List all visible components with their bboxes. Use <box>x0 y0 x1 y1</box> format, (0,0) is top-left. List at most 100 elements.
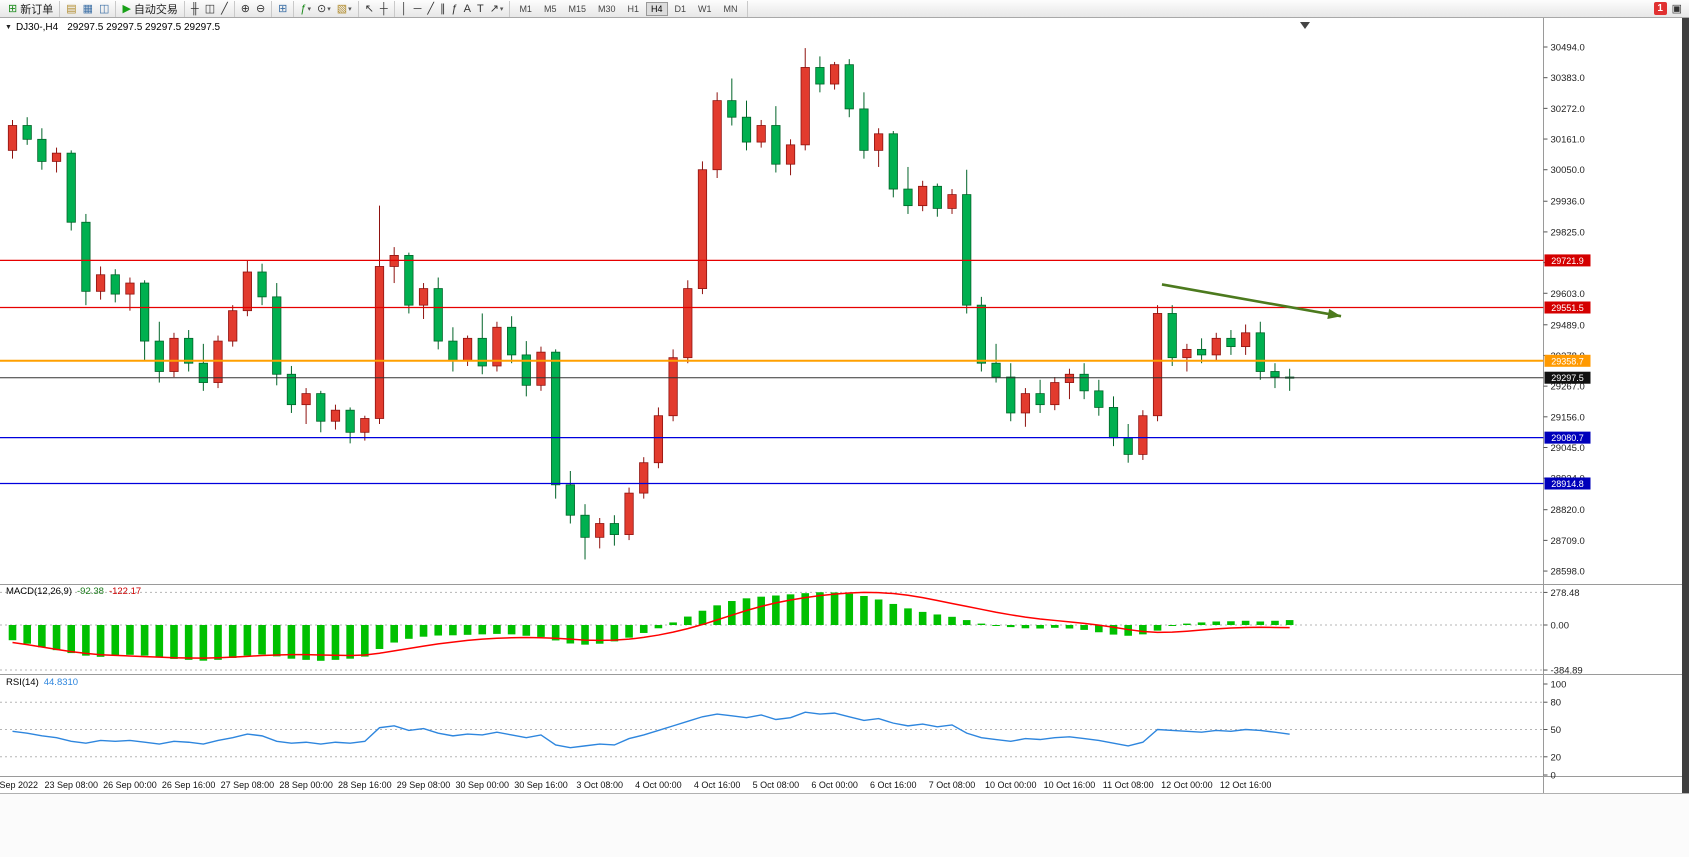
timeframe-m1[interactable]: M1 <box>519 3 532 14</box>
market-watch-icon[interactable]: ▦ <box>80 1 96 16</box>
dropdown-caret-icon: ▾ <box>499 5 504 13</box>
templates-icon[interactable]: ▧ ▾ <box>334 1 355 16</box>
svg-text:5 Oct 08:00: 5 Oct 08:00 <box>753 780 800 790</box>
text-label-icon[interactable]: T <box>474 1 487 16</box>
new-order-button-label: 新订单 <box>20 3 54 16</box>
svg-text:29267.0: 29267.0 <box>1551 382 1585 393</box>
auto-trading-button[interactable]: ▶ 自动交易 <box>119 1 180 16</box>
toolbar-group: ╫ ◫ ╱ <box>185 0 235 17</box>
svg-text:30 Sep 16:00: 30 Sep 16:00 <box>514 780 568 790</box>
svg-text:20: 20 <box>1551 752 1562 763</box>
macd-main-value: -92.38 <box>77 586 104 597</box>
indicators-icon: ƒ <box>300 2 307 15</box>
cursor-icon[interactable]: ↖ <box>362 1 377 16</box>
trendline-icon[interactable]: ╱ <box>424 1 437 16</box>
cursor-icon: ↖ <box>364 2 374 15</box>
chart-title-bar: ▼ DJ30-,H4 29297.5 29297.5 29297.5 29297.5 <box>5 22 220 33</box>
chart-shift-marker[interactable] <box>1300 22 1310 29</box>
svg-text:28 Sep 00:00: 28 Sep 00:00 <box>279 780 333 790</box>
rsi-line <box>12 711 1290 749</box>
vertical-line-icon[interactable]: │ <box>398 1 411 16</box>
svg-text:29297.5: 29297.5 <box>1551 373 1584 383</box>
macd-signal-line <box>12 591 1290 659</box>
zoom-out-icon: ⊖ <box>255 2 266 15</box>
zoom-out-icon[interactable]: ⊖ <box>253 1 268 16</box>
rsi-indicator-label: RSI(14) 44.8310 <box>6 677 78 688</box>
indicators-icon[interactable]: ƒ ▾ <box>297 1 314 16</box>
rsi-name: RSI(14) <box>6 677 39 688</box>
crosshair-icon[interactable]: ┼ <box>377 1 391 16</box>
timeframe-w1[interactable]: W1 <box>698 3 712 14</box>
auto-trading-icon: ▶ <box>122 2 131 15</box>
new-order-button[interactable]: ⊞ 新订单 <box>5 1 56 16</box>
svg-text:29080.7: 29080.7 <box>1551 433 1584 443</box>
toolbar-group: ⊕ ⊖ <box>235 0 273 17</box>
svg-text:28 Sep 16:00: 28 Sep 16:00 <box>338 780 392 790</box>
trend-arrow[interactable] <box>1161 283 1342 320</box>
svg-text:10 Oct 00:00: 10 Oct 00:00 <box>985 780 1037 790</box>
svg-text:50: 50 <box>1551 725 1562 736</box>
zoom-in-icon[interactable]: ⊕ <box>238 1 253 16</box>
svg-text:100: 100 <box>1551 680 1567 691</box>
hlines-layer[interactable]: 29721.9 29551.5 29358.7 29080.7 28914.8 29297… <box>0 254 1591 490</box>
rsi-panel: 100 80 50 20 0 <box>0 680 1566 782</box>
price-line-badge <box>1544 354 1591 367</box>
auto-trading-button-label: 自动交易 <box>133 3 178 16</box>
svg-text:28820.0: 28820.0 <box>1551 505 1585 516</box>
svg-text:23 Sep 08:00: 23 Sep 08:00 <box>44 780 98 790</box>
svg-text:80: 80 <box>1551 698 1562 709</box>
fibonacci-icon[interactable]: ƒ <box>449 1 461 16</box>
macd-signal-value: -122.17 <box>108 586 142 597</box>
timeframe-m5[interactable]: M5 <box>543 3 557 14</box>
vertical-line-icon: │ <box>400 2 408 15</box>
notification-badge[interactable]: 1 <box>1653 2 1667 15</box>
rsi-value: 44.8310 <box>43 677 79 688</box>
periods-icon[interactable]: ⊙ ▾ <box>314 1 334 16</box>
data-window-icon[interactable]: ◫ <box>96 1 112 16</box>
periods-icon: ⊙ <box>317 2 327 15</box>
text-icon[interactable]: A <box>461 1 474 16</box>
arrows-icon[interactable]: ↗ ▾ <box>487 1 507 16</box>
line-chart-icon[interactable]: ╱ <box>218 1 231 16</box>
svg-text:30494.0: 30494.0 <box>1551 43 1585 54</box>
price-line-badge <box>1544 254 1591 267</box>
channel-icon[interactable]: ∥ <box>437 1 449 16</box>
tile-windows-icon[interactable]: ⊞ <box>275 1 290 16</box>
timeframe-m15[interactable]: M15 <box>568 3 586 14</box>
chart-symbol-period: DJ30-,H4 <box>15 22 59 33</box>
svg-text:278.48: 278.48 <box>1551 588 1580 599</box>
toolbar-right: 1 ▣ <box>1653 2 1687 15</box>
candles-layer[interactable] <box>7 48 1295 560</box>
timeframe-d1[interactable]: D1 <box>674 3 687 14</box>
svg-text:12 Oct 00:00: 12 Oct 00:00 <box>1161 780 1213 790</box>
main-toolbar: ⊞ 新订单 ▤ ▦ ◫ ▶ 自动交易 ╫ ◫ ╱ ⊕ ⊖ ⊞ ƒ ▾ ⊙ ▾ ▧ ▾ ↖ ┼ │ ─ ╱ ∥ ƒ A T ↗ ▾ M1 M5 M… <box>0 0 1689 18</box>
window-edge <box>1682 18 1689 793</box>
text-icon: A <box>463 2 471 15</box>
ohlc-bars-icon[interactable]: ╫ <box>188 1 202 16</box>
data-window-icon: ◫ <box>99 2 110 15</box>
svg-text:29825.0: 29825.0 <box>1551 227 1585 238</box>
print-icon[interactable]: ▤ <box>63 1 79 16</box>
timeframe-m30[interactable]: M30 <box>597 3 616 14</box>
chart-ohlc-quotes: 29297.5 29297.5 29297.5 29297.5 <box>67 22 221 33</box>
svg-text:7 Oct 08:00: 7 Oct 08:00 <box>929 780 976 790</box>
fibonacci-icon: ƒ <box>451 2 458 15</box>
channel-icon: ∥ <box>440 2 446 15</box>
dropdown-caret-icon: ▾ <box>348 5 352 13</box>
horizontal-line-icon: ─ <box>413 2 422 15</box>
timeframe-mn[interactable]: MN <box>723 3 738 14</box>
svg-text:29936.0: 29936.0 <box>1551 197 1585 208</box>
ohlc-bars-icon: ╫ <box>190 2 199 15</box>
candlestick-chart-icon[interactable]: ◫ <box>202 1 218 16</box>
zoom-in-icon: ⊕ <box>240 2 250 15</box>
terminal-panel-icon[interactable]: ▣ <box>1671 3 1682 15</box>
timeframe-h1[interactable]: H1 <box>627 3 640 14</box>
timeframe-h4[interactable]: H4 <box>646 1 668 16</box>
new-order-icon: ⊞ <box>8 2 18 15</box>
horizontal-line-icon[interactable]: ─ <box>411 1 425 16</box>
svg-text:-384.89: -384.89 <box>1551 666 1583 677</box>
chart-menu-icon[interactable]: ▼ <box>5 24 12 31</box>
svg-text:29 Sep 08:00: 29 Sep 08:00 <box>397 780 451 790</box>
price-line-badge <box>1544 301 1591 314</box>
